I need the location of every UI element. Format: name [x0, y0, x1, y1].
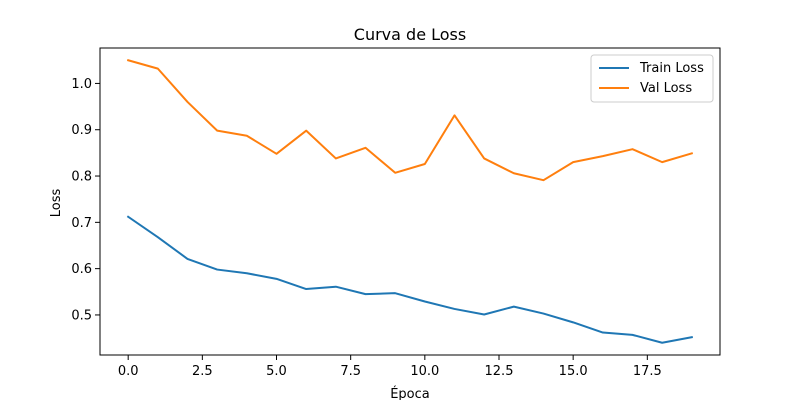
x-tick-label: 10.0: [410, 364, 439, 379]
y-tick-label: 0.8: [71, 170, 92, 185]
x-tick-label: 5.0: [266, 364, 287, 379]
y-axis: 0.5 0.6 0.7 0.8 0.9 1.0: [71, 77, 100, 323]
x-tick-label: 2.5: [192, 364, 213, 379]
x-tick-label: 12.5: [485, 364, 514, 379]
x-axis: 0.0 2.5 5.0 7.5 10.0 12.5 15.0 17.5: [118, 355, 662, 379]
x-tick-label: 15.0: [559, 364, 588, 379]
plot-area: [99, 47, 721, 356]
legend: Train Loss Val Loss: [590, 54, 714, 103]
x-tick-label: 7.5: [340, 364, 361, 379]
chart-title: Curva de Loss: [354, 25, 466, 44]
x-tick-label: 0.0: [118, 364, 139, 379]
y-tick-label: 0.5: [71, 308, 92, 323]
y-tick-label: 0.7: [71, 216, 92, 231]
legend-label-train-loss: Train Loss: [639, 61, 704, 76]
y-tick-label: 1.0: [71, 77, 92, 92]
series-line-train-loss: [126, 215, 693, 344]
x-tick-label: 17.5: [633, 364, 662, 379]
x-axis-label: Época: [390, 386, 430, 400]
plot-frame: [99, 47, 721, 356]
y-tick-label: 0.6: [71, 262, 92, 277]
y-axis-label: Loss: [49, 189, 64, 218]
y-tick-label: 0.9: [71, 123, 92, 138]
series-layer: [126, 59, 694, 344]
legend-frame: [590, 54, 714, 103]
legend-label-val-loss: Val Loss: [640, 81, 692, 96]
series-line-val-loss: [126, 59, 694, 182]
